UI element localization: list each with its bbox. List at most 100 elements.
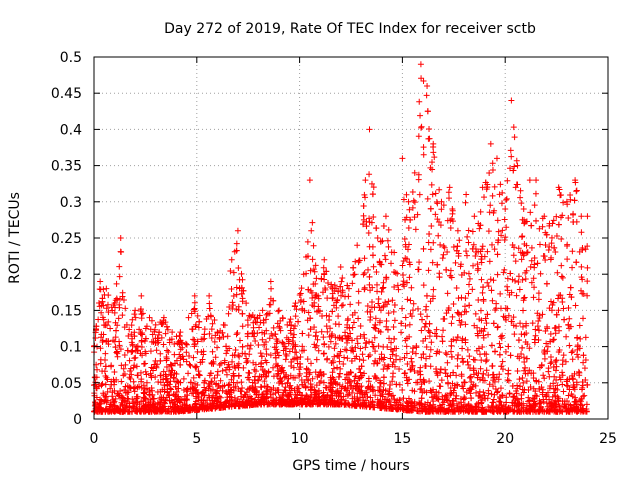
data-point	[365, 375, 372, 382]
data-point	[254, 330, 261, 337]
data-point	[411, 199, 418, 206]
data-point	[554, 269, 561, 276]
data-point	[482, 179, 489, 186]
data-point	[373, 269, 380, 276]
data-point	[498, 363, 505, 370]
data-point	[156, 405, 163, 412]
data-point	[162, 319, 169, 326]
data-point	[294, 383, 301, 390]
data-point	[371, 304, 378, 311]
data-point	[305, 332, 312, 339]
data-point	[386, 388, 393, 395]
data-point	[429, 166, 436, 173]
data-point	[103, 338, 110, 345]
data-point	[423, 292, 430, 299]
data-point	[102, 381, 109, 388]
data-point	[136, 408, 143, 415]
data-point	[476, 316, 483, 323]
data-point	[505, 377, 512, 384]
data-point	[380, 223, 387, 230]
data-point	[333, 304, 340, 311]
data-point	[340, 301, 347, 308]
data-point	[243, 397, 250, 404]
data-point	[208, 313, 215, 320]
data-point	[361, 191, 368, 198]
data-point	[489, 371, 496, 378]
data-point	[554, 382, 561, 389]
data-point	[367, 313, 374, 320]
data-point	[513, 157, 520, 164]
data-point	[304, 238, 311, 245]
data-point	[95, 316, 102, 323]
data-point	[550, 337, 557, 344]
data-point	[210, 400, 217, 407]
data-point	[137, 306, 144, 313]
data-point	[537, 270, 544, 277]
data-point	[276, 325, 283, 332]
data-point	[392, 405, 399, 412]
data-point	[223, 388, 230, 395]
data-point	[445, 408, 452, 415]
data-point	[467, 373, 474, 380]
data-point	[486, 169, 493, 176]
data-point	[426, 125, 433, 132]
data-point	[490, 396, 497, 403]
data-point	[259, 391, 266, 398]
data-point-peak	[117, 235, 124, 241]
data-point	[367, 394, 374, 401]
data-point	[344, 355, 351, 362]
data-point	[395, 286, 402, 293]
data-point	[321, 397, 328, 404]
data-point	[320, 371, 327, 378]
data-point	[579, 246, 586, 253]
data-point	[119, 289, 126, 296]
data-point	[551, 373, 558, 380]
data-point	[501, 266, 508, 273]
data-point	[189, 390, 196, 397]
data-point	[283, 352, 290, 359]
data-point	[434, 370, 441, 377]
data-point	[113, 280, 120, 287]
data-point	[494, 408, 501, 415]
data-point	[477, 307, 484, 314]
data-point	[564, 376, 571, 383]
data-point	[403, 374, 410, 381]
data-point	[484, 311, 491, 318]
data-point	[299, 330, 306, 337]
data-point	[547, 338, 554, 345]
data-point	[454, 334, 461, 341]
data-point	[336, 370, 343, 377]
data-point	[370, 404, 377, 411]
data-point	[225, 310, 232, 317]
data-point	[336, 381, 343, 388]
axis-ticks	[93, 56, 609, 420]
data-point	[235, 352, 242, 359]
data-point	[400, 271, 407, 278]
data-point	[99, 298, 106, 305]
data-point	[344, 324, 351, 331]
data-point-peak	[493, 155, 500, 162]
data-point	[339, 289, 346, 296]
data-point	[92, 335, 99, 342]
data-point	[559, 369, 566, 376]
data-point	[331, 353, 338, 360]
data-point	[334, 364, 341, 371]
data-point	[303, 392, 310, 399]
data-point	[232, 347, 239, 354]
data-point	[192, 363, 199, 370]
data-point	[357, 333, 364, 340]
data-point	[489, 404, 496, 411]
data-point	[175, 404, 182, 411]
data-point	[582, 356, 589, 363]
data-point	[347, 330, 354, 337]
data-point	[565, 392, 572, 399]
data-point	[447, 391, 454, 398]
data-point	[409, 362, 416, 369]
data-point	[290, 325, 297, 332]
data-point	[437, 369, 444, 376]
data-point	[201, 384, 208, 391]
data-point	[405, 225, 412, 232]
data-point	[525, 398, 532, 405]
data-point	[376, 317, 383, 324]
data-point	[515, 273, 522, 280]
